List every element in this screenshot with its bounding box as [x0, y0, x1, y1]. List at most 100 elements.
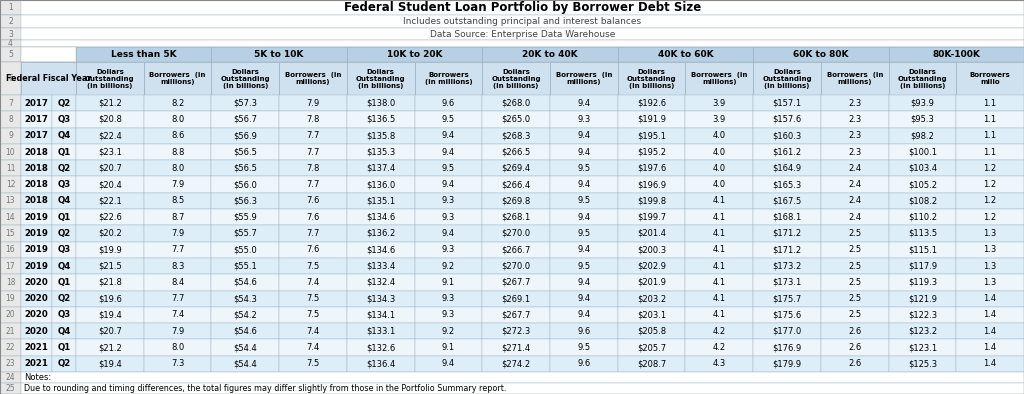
Text: $267.7: $267.7	[502, 278, 530, 287]
Bar	[617, 144, 685, 160]
Text: 1.4: 1.4	[984, 294, 996, 303]
Text: $203.1: $203.1	[637, 310, 667, 320]
Text: Dollars
Outstanding
(in billions): Dollars Outstanding (in billions)	[85, 69, 135, 89]
Text: 7.7: 7.7	[306, 147, 319, 156]
Text: 9.4: 9.4	[578, 131, 591, 140]
Text: 6: 6	[8, 74, 13, 83]
Text: 8: 8	[8, 115, 13, 124]
Text: $137.4: $137.4	[367, 164, 395, 173]
Bar	[685, 128, 753, 144]
Bar	[956, 339, 1024, 356]
Text: 8.2: 8.2	[171, 98, 184, 108]
Text: 5: 5	[8, 50, 13, 59]
Text: $179.9: $179.9	[772, 359, 802, 368]
Text: 1.2: 1.2	[984, 197, 996, 205]
Text: 9.4: 9.4	[442, 229, 455, 238]
Text: $157.6: $157.6	[772, 115, 802, 124]
Bar	[889, 193, 956, 209]
Bar	[52, 209, 76, 225]
Text: 9.4: 9.4	[578, 147, 591, 156]
Bar	[685, 177, 753, 193]
Bar	[617, 111, 685, 128]
Text: Borrowers  (in
millions): Borrowers (in millions)	[150, 72, 206, 85]
Bar	[482, 111, 550, 128]
Text: 2018: 2018	[25, 147, 48, 156]
Bar	[550, 209, 617, 225]
Text: 23: 23	[6, 359, 15, 368]
Bar	[347, 47, 482, 62]
Bar	[415, 307, 482, 323]
Text: $175.7: $175.7	[772, 294, 802, 303]
Text: 7.5: 7.5	[306, 359, 319, 368]
Text: Borrowers
(in millions): Borrowers (in millions)	[425, 72, 472, 85]
Text: $56.5: $56.5	[233, 164, 257, 173]
Bar	[956, 111, 1024, 128]
Bar	[956, 274, 1024, 290]
Bar	[0, 28, 1024, 40]
Bar	[76, 258, 143, 274]
Bar	[753, 339, 821, 356]
Bar	[76, 95, 143, 111]
Bar	[889, 144, 956, 160]
Text: $205.7: $205.7	[637, 343, 667, 352]
Bar	[685, 323, 753, 339]
Text: $55.7: $55.7	[233, 229, 257, 238]
Bar	[211, 307, 280, 323]
Bar	[550, 290, 617, 307]
Bar	[52, 323, 76, 339]
Bar	[52, 258, 76, 274]
Text: $133.4: $133.4	[367, 262, 395, 271]
Text: $201.4: $201.4	[637, 229, 666, 238]
Bar	[76, 160, 143, 177]
Text: $21.5: $21.5	[98, 262, 122, 271]
Text: 2.6: 2.6	[848, 343, 861, 352]
Text: 9.4: 9.4	[578, 294, 591, 303]
Bar	[22, 160, 52, 177]
Text: Q4: Q4	[57, 327, 71, 336]
Text: $164.9: $164.9	[772, 164, 802, 173]
Bar	[76, 339, 143, 356]
Text: 8.0: 8.0	[171, 343, 184, 352]
Bar	[415, 290, 482, 307]
Bar	[482, 339, 550, 356]
Text: Q2: Q2	[57, 229, 71, 238]
Bar	[76, 47, 211, 62]
Text: 21: 21	[6, 327, 15, 336]
Bar	[280, 242, 347, 258]
Bar	[143, 307, 211, 323]
Text: 9.5: 9.5	[578, 262, 591, 271]
Text: 2.4: 2.4	[848, 213, 861, 222]
Text: Q3: Q3	[57, 310, 71, 320]
Bar	[0, 15, 1024, 28]
Text: $173.1: $173.1	[772, 278, 802, 287]
Text: Includes outstanding principal and interest balances: Includes outstanding principal and inter…	[403, 17, 642, 26]
Bar	[22, 242, 52, 258]
Bar	[889, 111, 956, 128]
Bar	[956, 193, 1024, 209]
Text: 4.1: 4.1	[713, 278, 726, 287]
Text: Data Source: Enterprise Data Warehouse: Data Source: Enterprise Data Warehouse	[430, 30, 615, 39]
Bar	[482, 160, 550, 177]
Text: $56.7: $56.7	[233, 115, 257, 124]
Bar	[821, 160, 889, 177]
Bar	[482, 95, 550, 111]
Text: $54.2: $54.2	[233, 310, 257, 320]
Bar	[76, 193, 143, 209]
Text: $197.6: $197.6	[637, 164, 667, 173]
Bar	[685, 339, 753, 356]
Text: 8.6: 8.6	[171, 131, 184, 140]
Text: 4.1: 4.1	[713, 245, 726, 254]
Text: 9.5: 9.5	[578, 343, 591, 352]
Text: $134.6: $134.6	[367, 245, 395, 254]
Text: $138.0: $138.0	[367, 98, 395, 108]
Text: $108.2: $108.2	[908, 197, 937, 205]
Text: 4.1: 4.1	[713, 213, 726, 222]
Text: $123.2: $123.2	[908, 327, 937, 336]
Bar	[482, 323, 550, 339]
Bar	[0, 177, 22, 193]
Text: 2020: 2020	[25, 327, 48, 336]
Bar	[76, 177, 143, 193]
Bar	[0, 225, 22, 242]
Text: 9.4: 9.4	[578, 98, 591, 108]
Text: 9.2: 9.2	[442, 262, 455, 271]
